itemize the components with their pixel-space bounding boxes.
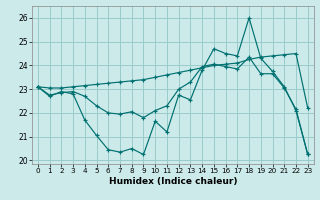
X-axis label: Humidex (Indice chaleur): Humidex (Indice chaleur): [108, 177, 237, 186]
